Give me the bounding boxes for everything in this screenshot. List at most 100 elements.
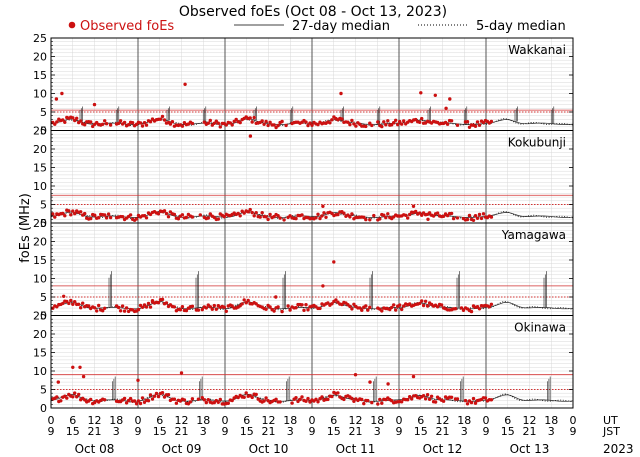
observed-point — [321, 204, 325, 208]
observed-point — [170, 120, 175, 124]
observed-point — [162, 118, 167, 122]
observed-point — [206, 121, 210, 125]
observed-point — [180, 124, 185, 128]
observed-point — [300, 303, 304, 307]
observed-point — [182, 398, 187, 402]
ut-tick-label: 12 — [175, 414, 189, 427]
observed-point — [134, 217, 139, 221]
observed-point — [340, 117, 344, 121]
observed-point — [124, 401, 129, 405]
observed-point — [73, 211, 77, 216]
observed-point — [348, 304, 352, 309]
observed-point — [63, 214, 67, 218]
observed-point — [489, 302, 494, 306]
observed-point — [71, 365, 75, 369]
observed-point — [435, 211, 440, 215]
observed-point — [138, 121, 143, 125]
observed-point — [242, 298, 246, 302]
observed-point — [61, 118, 65, 122]
observed-point — [421, 303, 426, 308]
observed-point — [260, 119, 264, 123]
observed-point — [172, 305, 177, 309]
observed-point — [224, 309, 228, 313]
observed-point — [216, 217, 220, 221]
panel-wakkanai: 0 5 10 15 20 25 Wakkanai — [33, 32, 574, 138]
observed-point — [71, 302, 75, 306]
observed-point — [152, 394, 157, 398]
observed-point — [314, 216, 318, 220]
observed-point — [350, 118, 354, 123]
observed-point — [144, 305, 149, 309]
observed-point — [330, 302, 334, 306]
observed-point — [396, 122, 400, 127]
observed-point — [130, 121, 135, 125]
observed-point — [164, 301, 169, 305]
observed-point — [280, 309, 284, 314]
jst-tick-label: 9 — [135, 425, 142, 438]
observed-point — [435, 305, 440, 309]
observed-point — [180, 213, 185, 217]
observed-point — [326, 301, 330, 305]
observed-point — [89, 397, 93, 402]
observed-point — [278, 400, 282, 404]
observed-point — [55, 395, 59, 399]
observed-point — [224, 123, 228, 127]
observed-point — [61, 301, 65, 306]
observed-point — [473, 214, 478, 218]
ut-tick-label: 0 — [309, 414, 316, 427]
observed-point — [418, 301, 422, 306]
observed-point — [172, 397, 177, 401]
observed-point — [62, 294, 66, 298]
observed-point — [274, 397, 278, 401]
observed-point — [386, 212, 390, 216]
observed-point — [475, 216, 480, 220]
observed-point — [156, 212, 161, 216]
jst-tick-label: 21 — [88, 425, 102, 438]
jst-tick-label: 9 — [48, 425, 55, 438]
observed-point — [465, 217, 470, 222]
jst-tick-label: 15 — [153, 425, 167, 438]
station-label: Yamagawa — [501, 228, 566, 242]
observed-point — [156, 301, 161, 305]
legend-observed-label: Observed foEs — [80, 19, 174, 34]
observed-point — [404, 213, 408, 217]
observed-point — [264, 396, 268, 400]
ut-tick-label: 18 — [457, 414, 471, 427]
observed-point — [352, 302, 356, 306]
observed-point — [244, 301, 248, 305]
observed-point — [320, 214, 324, 218]
observed-point — [406, 216, 410, 220]
observed-point — [376, 402, 380, 406]
observed-point — [252, 115, 256, 120]
observed-point — [190, 397, 195, 401]
observed-point — [342, 211, 346, 215]
jst-tick-label: 15 — [501, 425, 515, 438]
jst-tick-label: 3 — [113, 425, 120, 438]
observed-point — [65, 396, 69, 400]
observed-point — [206, 398, 210, 402]
observed-point — [97, 216, 101, 220]
observed-point — [69, 213, 73, 217]
observed-point — [378, 397, 382, 402]
observed-point — [160, 297, 165, 302]
legend-5day-label: 5-day median — [476, 19, 566, 34]
observed-point — [116, 121, 121, 126]
observed-point — [216, 121, 220, 125]
observed-point — [400, 307, 404, 312]
ut-tick-label: 6 — [156, 414, 163, 427]
observed-point — [266, 123, 270, 128]
observed-point — [254, 211, 258, 215]
observed-point — [465, 402, 470, 406]
observed-point — [154, 391, 159, 396]
observed-point — [250, 210, 254, 215]
observed-point — [408, 395, 412, 399]
observed-point — [264, 215, 268, 219]
observed-point — [378, 217, 382, 221]
observed-point — [78, 365, 82, 369]
observed-point — [106, 212, 111, 216]
observed-point — [274, 295, 278, 299]
observed-point — [148, 120, 153, 124]
observed-point — [441, 399, 446, 403]
observed-point — [108, 215, 113, 220]
observed-point — [334, 298, 338, 302]
